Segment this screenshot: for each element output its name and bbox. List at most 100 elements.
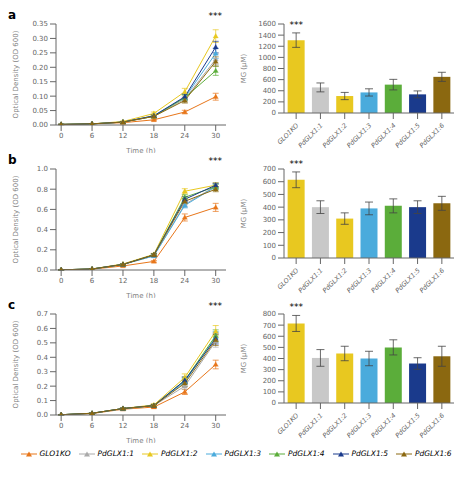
svg-text:18: 18 — [149, 277, 158, 285]
svg-text:1400: 1400 — [258, 32, 276, 40]
svg-text:200: 200 — [263, 229, 276, 237]
svg-text:PdGLX1:2: PdGLX1:2 — [321, 122, 349, 150]
svg-text:Time (h): Time (h) — [125, 437, 156, 443]
svg-text:12: 12 — [119, 132, 128, 140]
svg-text:0.1: 0.1 — [37, 397, 48, 405]
html-text:a: a — [8, 8, 17, 22]
svg-text:PdGLX1:5: PdGLX1:5 — [394, 412, 422, 440]
svg-text:300: 300 — [263, 366, 276, 374]
svg-text:800: 800 — [263, 310, 276, 318]
svg-text:0.7: 0.7 — [37, 310, 48, 318]
svg-text:Optical Density (OD 600): Optical Density (OD 600) — [12, 30, 20, 118]
svg-text:0.4: 0.4 — [37, 226, 49, 234]
svg-text:100: 100 — [263, 388, 276, 396]
svg-text:PdGLX1:2: PdGLX1:2 — [321, 412, 349, 440]
svg-text:1.0: 1.0 — [37, 165, 48, 173]
svg-text:0.3: 0.3 — [37, 368, 48, 376]
svg-text:0.05: 0.05 — [32, 107, 48, 115]
svg-text:Optical Density (OD 600): Optical Density (OD 600) — [12, 320, 20, 408]
svg-text:MG (μM): MG (μM) — [240, 343, 248, 373]
svg-text:GLO1KO: GLO1KO — [275, 121, 301, 147]
svg-text:0.4: 0.4 — [37, 354, 49, 362]
svg-text:0.2: 0.2 — [37, 246, 48, 254]
svg-text:MG (μM): MG (μM) — [240, 198, 248, 228]
svg-text:0: 0 — [272, 109, 276, 117]
svg-text:0.0: 0.0 — [37, 266, 48, 274]
svg-text:PdGLX1:5: PdGLX1:5 — [394, 267, 422, 295]
svg-text:***: *** — [289, 20, 303, 30]
svg-text:400: 400 — [263, 87, 276, 95]
svg-text:***: *** — [289, 159, 303, 169]
svg-text:6: 6 — [90, 132, 95, 140]
svg-text:GLO1KO: GLO1KO — [275, 411, 301, 437]
svg-text:0.00: 0.00 — [32, 121, 48, 129]
svg-text:18: 18 — [149, 132, 158, 140]
svg-text:PdGLX1:3: PdGLX1:3 — [345, 412, 373, 440]
svg-text:***: *** — [289, 302, 303, 312]
svg-text:12: 12 — [119, 422, 128, 430]
svg-text:0: 0 — [272, 399, 276, 407]
svg-text:0.6: 0.6 — [37, 206, 49, 214]
svg-text:Time (h): Time (h) — [125, 147, 156, 153]
svg-text:PdGLX1:6: PdGLX1:6 — [418, 267, 446, 295]
svg-text:Time (h): Time (h) — [125, 292, 156, 298]
svg-text:700: 700 — [263, 322, 276, 330]
svg-text:700: 700 — [263, 165, 276, 173]
svg-text:200: 200 — [263, 377, 276, 385]
svg-text:0.8: 0.8 — [37, 186, 48, 194]
svg-text:0.5: 0.5 — [37, 339, 48, 347]
svg-text:PdGLX1:6: PdGLX1:6 — [418, 412, 446, 440]
svg-text:6: 6 — [90, 277, 95, 285]
svg-text:PdGLX1:3: PdGLX1:3 — [345, 267, 373, 295]
svg-text:0: 0 — [272, 254, 276, 262]
svg-text:24: 24 — [180, 277, 189, 285]
svg-text:PdGLX1:6: PdGLX1:6 — [418, 122, 446, 150]
svg-text:500: 500 — [263, 344, 276, 352]
svg-text:Optical Density (OD 600): Optical Density (OD 600) — [12, 175, 20, 263]
svg-text:400: 400 — [263, 204, 276, 212]
svg-text:200: 200 — [263, 98, 276, 106]
svg-text:0.20: 0.20 — [32, 64, 48, 72]
svg-text:0: 0 — [59, 422, 63, 430]
svg-text:PdGLX1:4: PdGLX1:4 — [370, 412, 398, 440]
svg-text:PdGLX1:5: PdGLX1:5 — [394, 122, 422, 150]
svg-text:30: 30 — [211, 277, 220, 285]
svg-text:24: 24 — [180, 422, 189, 430]
svg-text:600: 600 — [263, 333, 276, 341]
svg-text:400: 400 — [263, 355, 276, 363]
svg-text:PdGLX1:4: PdGLX1:4 — [370, 122, 398, 150]
svg-text:6: 6 — [90, 422, 95, 430]
svg-text:30: 30 — [211, 422, 220, 430]
svg-text:PdGLX1:1: PdGLX1:1 — [297, 122, 325, 150]
svg-text:0: 0 — [59, 277, 63, 285]
svg-text:30: 30 — [211, 132, 220, 140]
svg-text:0.25: 0.25 — [32, 49, 48, 57]
svg-text:1600: 1600 — [258, 20, 276, 28]
svg-text:12: 12 — [119, 277, 128, 285]
svg-text:0.2: 0.2 — [37, 383, 48, 391]
svg-text:18: 18 — [149, 422, 158, 430]
svg-text:24: 24 — [180, 132, 189, 140]
svg-text:600: 600 — [263, 76, 276, 84]
svg-text:MG (μM): MG (μM) — [240, 53, 248, 83]
svg-text:0: 0 — [59, 132, 63, 140]
svg-text:PdGLX1:1: PdGLX1:1 — [297, 412, 325, 440]
svg-text:PdGLX1:4: PdGLX1:4 — [370, 267, 398, 295]
svg-text:PdGLX1:2: PdGLX1:2 — [321, 267, 349, 295]
svg-text:0.30: 0.30 — [32, 35, 48, 43]
svg-text:GLO1KO: GLO1KO — [275, 266, 301, 292]
svg-text:500: 500 — [263, 191, 276, 199]
svg-text:800: 800 — [263, 65, 276, 73]
svg-text:1000: 1000 — [258, 54, 276, 62]
svg-text:0.6: 0.6 — [37, 325, 49, 333]
svg-text:1200: 1200 — [258, 43, 276, 51]
svg-text:600: 600 — [263, 178, 276, 186]
svg-text:PdGLX1:3: PdGLX1:3 — [345, 122, 373, 150]
svg-text:0.15: 0.15 — [32, 78, 48, 86]
svg-text:0.35: 0.35 — [32, 20, 48, 28]
svg-text:PdGLX1:1: PdGLX1:1 — [297, 267, 325, 295]
svg-text:100: 100 — [263, 242, 276, 250]
svg-text:300: 300 — [263, 216, 276, 224]
svg-text:0.10: 0.10 — [32, 93, 48, 101]
svg-text:0.0: 0.0 — [37, 411, 48, 419]
